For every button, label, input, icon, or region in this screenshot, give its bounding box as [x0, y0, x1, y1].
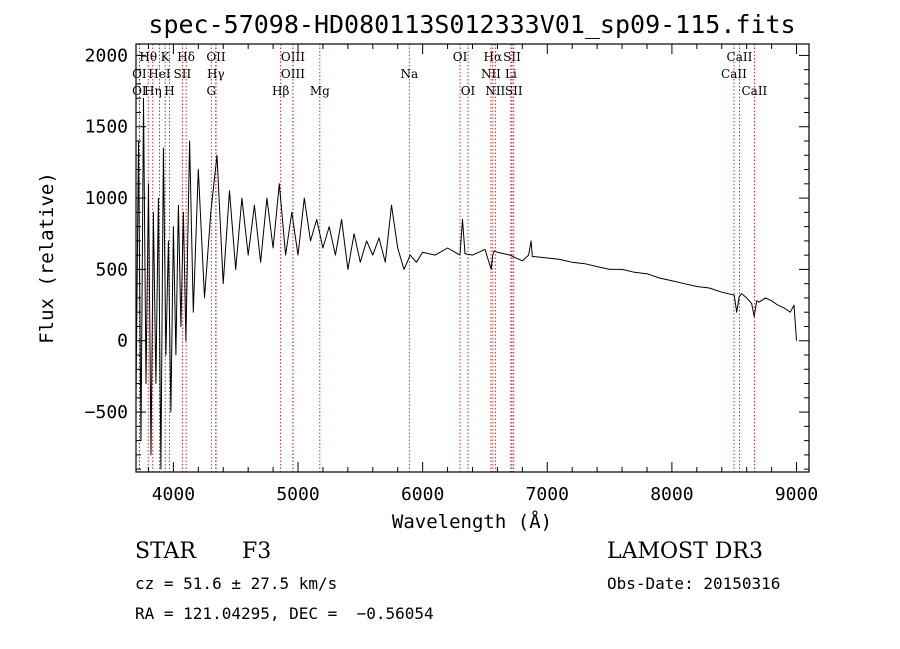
marker-label-20: H: [164, 84, 174, 98]
y-tick-label-3: 1000: [85, 188, 128, 209]
marker-label-23: Mg: [310, 84, 330, 98]
redshift-readout: cz = 51.6 ± 27.5 km/s: [135, 574, 338, 593]
marker-label-16: Li: [505, 67, 517, 81]
object-type: STAR: [135, 539, 196, 564]
marker-label-0: Hθ: [139, 50, 157, 64]
marker-label-11: SII: [174, 67, 192, 81]
y-tick-label-0: −500: [85, 402, 128, 423]
marker-label-8: CaII: [727, 50, 753, 64]
marker-label-3: OII: [206, 50, 226, 64]
marker-label-27: CaII: [741, 84, 767, 98]
marker-label-21: G: [206, 84, 216, 98]
y-axis-label: Flux (relative): [36, 172, 58, 344]
x-tick-label-4: 8000: [650, 484, 693, 505]
series-group: [135, 97, 797, 470]
y-tick-label-5: 2000: [85, 45, 128, 66]
x-axis-label: Wavelength (Å): [392, 510, 552, 533]
marker-label-24: OI: [461, 84, 476, 98]
x-tick-label-5: 9000: [775, 484, 818, 505]
x-tick-label-2: 6000: [401, 484, 444, 505]
x-tick-label-1: 5000: [276, 484, 319, 505]
marker-label-13: OIII: [281, 67, 305, 81]
y-tick-label-4: 1500: [85, 117, 128, 138]
marker-label-12: Hγ: [207, 67, 225, 81]
marker-label-1: K: [161, 50, 171, 64]
marker-label-6: Hα: [484, 50, 503, 64]
marker-label-15: NII: [481, 67, 501, 81]
series-spectrum: [135, 97, 797, 470]
marker-label-19: Hη: [144, 84, 162, 98]
marker-label-7: SII: [503, 50, 521, 64]
y-axis: −500 0 500 1000 1500 2000: [85, 45, 809, 470]
marker-label-5: OI: [453, 50, 468, 64]
x-axis: 4000 5000 6000 7000 8000 9000: [147, 44, 818, 505]
marker-label-25: NII: [485, 84, 505, 98]
obs-date: Obs-Date: 20150316: [607, 574, 781, 593]
marker-label-4: OIII: [281, 50, 305, 64]
subclass: F3: [242, 539, 272, 564]
marker-label-2: Hδ: [177, 50, 195, 64]
chart-title: spec-57098-HD080113S012333V01_sp09-115.f…: [148, 10, 795, 39]
marker-label-26: SII: [505, 84, 523, 98]
survey-name: LAMOST DR3: [607, 539, 763, 564]
coordinates: RA = 121.04295, DEC = −0.56054: [135, 604, 434, 623]
x-tick-label-0: 4000: [152, 484, 195, 505]
marker-label-22: Hβ: [272, 84, 289, 98]
y-tick-label-1: 0: [117, 331, 128, 352]
marker-label-14: Na: [400, 67, 418, 81]
marker-label-17: CaII: [721, 67, 747, 81]
marker-label-10: HeI: [148, 67, 171, 81]
y-tick-label-2: 500: [95, 259, 128, 280]
x-tick-label-3: 7000: [526, 484, 569, 505]
